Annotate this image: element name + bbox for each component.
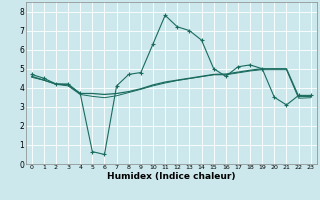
X-axis label: Humidex (Indice chaleur): Humidex (Indice chaleur) (107, 172, 236, 181)
